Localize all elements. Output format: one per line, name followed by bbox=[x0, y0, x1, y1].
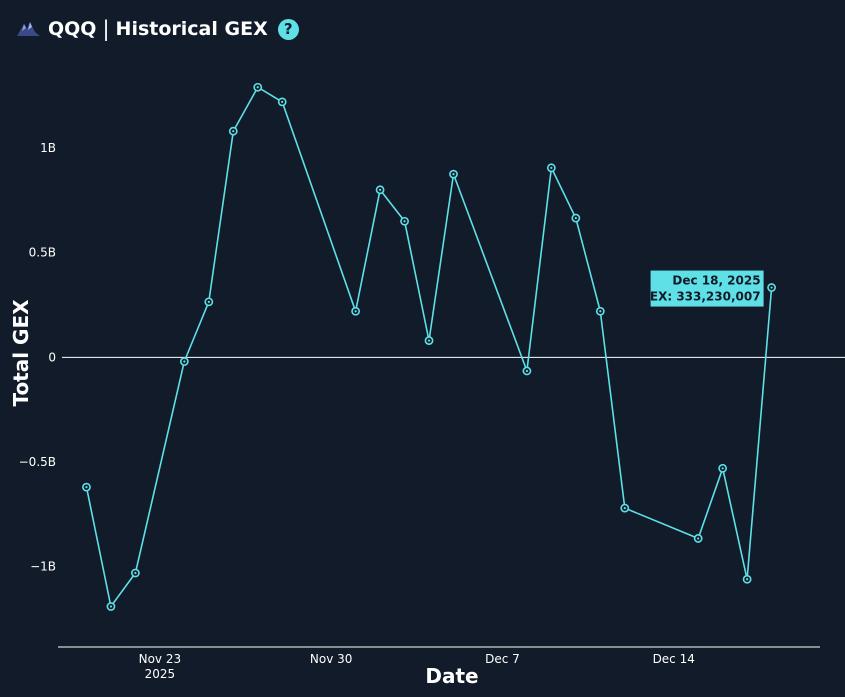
data-point-center bbox=[378, 188, 382, 191]
data-point-center bbox=[770, 286, 773, 289]
y-tick-label: 0.5B bbox=[29, 246, 56, 260]
title-separator: | bbox=[102, 17, 110, 41]
logo-icon bbox=[17, 22, 40, 36]
y-tick-label: 0 bbox=[48, 350, 56, 364]
question-circle-icon[interactable]: ? bbox=[277, 18, 299, 40]
data-point-center bbox=[599, 310, 602, 313]
hover-tooltip: Dec 18, 2025 GEX: 333,230,007 bbox=[640, 270, 764, 307]
series-points bbox=[82, 82, 776, 611]
data-point-center bbox=[183, 360, 186, 363]
x-axis-title: Date bbox=[425, 664, 478, 688]
data-point-center bbox=[134, 571, 137, 575]
data-point-center bbox=[256, 86, 259, 89]
tooltip-date: Dec 18, 2025 bbox=[672, 274, 760, 288]
data-point-center bbox=[623, 506, 626, 510]
x-tick-label: Nov 23 bbox=[139, 652, 182, 666]
data-point-center bbox=[403, 220, 406, 223]
data-point-center bbox=[232, 130, 235, 133]
tooltip-box bbox=[650, 270, 764, 307]
data-point-center bbox=[697, 537, 700, 540]
y-tick-label: −1B bbox=[30, 560, 56, 574]
ticker-label: QQQ bbox=[48, 18, 97, 40]
data-point-center bbox=[452, 173, 455, 176]
help-glyph: ? bbox=[283, 20, 293, 38]
x-tick-sublabel: 2025 bbox=[145, 667, 176, 681]
data-point-center bbox=[574, 216, 577, 220]
data-point-center bbox=[427, 339, 431, 342]
x-tick-label: Dec 7 bbox=[485, 652, 520, 666]
data-point-center bbox=[354, 310, 357, 313]
data-point-center bbox=[281, 100, 284, 103]
data-point-center bbox=[550, 166, 553, 169]
x-tick-label: Dec 14 bbox=[653, 652, 695, 666]
data-point-center bbox=[746, 578, 749, 581]
chart-header: QQQ | Historical GEX ? bbox=[16, 14, 299, 44]
y-tick-label: −0.5B bbox=[19, 455, 56, 469]
series-line bbox=[85, 86, 773, 609]
data-point-center bbox=[109, 605, 113, 608]
page-title: Historical GEX bbox=[115, 18, 268, 40]
tooltip-value: GEX: 333,230,007 bbox=[640, 290, 761, 304]
data-point-center bbox=[85, 486, 88, 489]
y-axis-ticks: 1B 0.5B 0 −0.5B −1B bbox=[19, 141, 56, 574]
x-tick-label: Nov 30 bbox=[310, 652, 353, 666]
y-tick-label: 1B bbox=[40, 141, 56, 155]
y-axis-title: Total GEX bbox=[9, 299, 33, 407]
data-point-center bbox=[525, 369, 529, 373]
data-point-center bbox=[721, 467, 724, 470]
data-point-center bbox=[207, 300, 210, 303]
